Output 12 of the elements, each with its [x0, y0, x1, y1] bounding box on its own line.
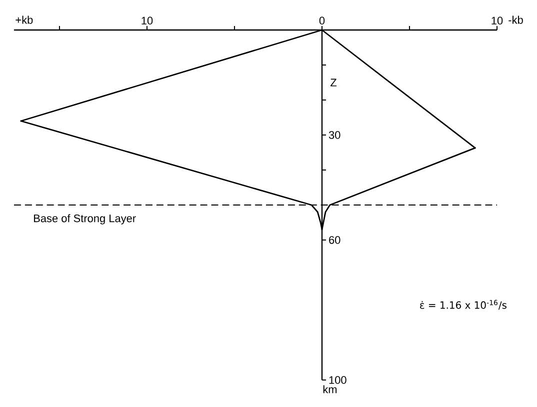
text: km: [323, 385, 337, 394]
x-tick-label: 10: [492, 16, 503, 24]
text: +kb: [16, 16, 33, 24]
annotation: ε̇ = 1.16 x 10$^{-16}$/s: [420, 300, 506, 310]
x-tick-label: 0: [319, 16, 325, 24]
y-tick-label: 60: [329, 236, 340, 244]
x-tick-label: 10: [142, 16, 153, 24]
y-tick-label: 30: [328, 131, 340, 139]
text: -kb: [508, 16, 523, 24]
y-axis-title: Z: [330, 78, 337, 86]
y-tick-label: 100: [329, 376, 346, 384]
ref-line-label: Base of Strong Layer: [34, 214, 136, 224]
